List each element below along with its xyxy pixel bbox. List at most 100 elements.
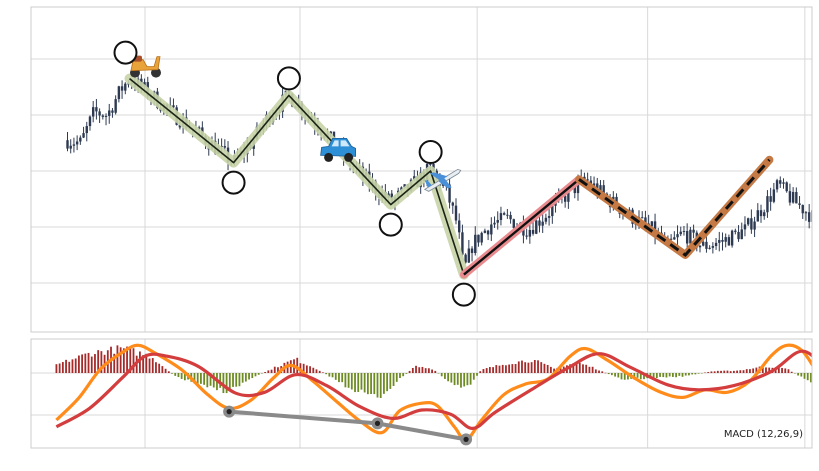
macd-hist-bar-negative	[254, 373, 257, 377]
macd-hist-bar-positive	[322, 372, 324, 373]
macd-hist-bar-negative	[652, 373, 655, 378]
macd-hist-bar-positive	[713, 371, 716, 373]
candle-body	[714, 242, 718, 247]
candle-body	[535, 220, 538, 234]
macd-hist-bar-positive	[524, 362, 527, 373]
macd-hist-bar-positive	[479, 371, 482, 373]
macd-hist-bar-positive	[296, 357, 299, 373]
candle-body	[775, 180, 779, 190]
candle-body	[403, 184, 406, 188]
macd-hist-bar-negative	[386, 373, 389, 392]
macd-hist-bar-negative	[678, 373, 681, 376]
macd-hist-bar-positive	[569, 364, 572, 373]
macd-hist-bar-positive	[485, 368, 488, 373]
macd-hist-bar-positive	[492, 367, 494, 373]
icon-markers	[130, 55, 462, 192]
candle-body	[804, 212, 808, 214]
macd-hist-bar-positive	[729, 371, 732, 373]
candle-body	[111, 110, 114, 113]
macd-hist-bar-positive	[309, 366, 311, 373]
macd-hist-bar-negative	[659, 373, 661, 377]
candle-body	[91, 107, 95, 117]
macd-hist-bar-negative	[360, 373, 363, 390]
macd-hist-bar-negative	[447, 373, 450, 382]
macd-hist-bar-positive	[78, 355, 80, 373]
macd-hist-bar-positive	[132, 348, 135, 373]
macd-hist-bar-negative	[379, 373, 382, 398]
macd-hist-bar-positive	[720, 370, 722, 373]
candle-body	[441, 184, 445, 186]
candle-body	[480, 232, 483, 243]
macd-hist-bar-negative	[251, 373, 254, 379]
macd-hist-bar-positive	[434, 370, 437, 373]
macd-hist-bar-negative	[668, 373, 671, 377]
macd-hist-bar-positive	[514, 364, 517, 373]
macd-hist-bar-negative	[325, 373, 328, 375]
candle-body	[705, 241, 708, 249]
macd-hist-bar-positive	[161, 366, 164, 373]
macd-hist-bar-negative	[440, 373, 443, 377]
candle-body	[641, 217, 644, 219]
macd-hist-bar-positive	[74, 358, 77, 373]
macd-hist-bar-negative	[614, 373, 616, 377]
candle-body	[117, 86, 121, 100]
candle-body	[583, 176, 586, 180]
macd-hist-bar-positive	[745, 369, 748, 373]
macd-hist-bar-positive	[81, 354, 84, 373]
candle-body	[75, 141, 79, 145]
macd-hist-bar-positive	[113, 353, 116, 373]
macd-hist-bar-negative	[627, 373, 629, 380]
candle-body	[650, 221, 654, 227]
macd-hist-bar-positive	[707, 372, 710, 373]
candle-body	[66, 140, 69, 149]
candle-body	[743, 224, 747, 230]
candle-body	[586, 179, 589, 181]
candle-body	[759, 210, 763, 217]
macd-hist-bar-positive	[148, 358, 151, 373]
macd-hist-bar-positive	[755, 367, 758, 373]
candle-body	[602, 185, 605, 194]
candle-body	[486, 230, 490, 235]
candle-body	[483, 230, 487, 233]
car-wheel	[324, 152, 334, 162]
candle-body	[538, 220, 541, 226]
macd-hist-bar-positive	[553, 368, 555, 373]
candle-body	[464, 254, 467, 263]
macd-hist-bar-negative	[389, 373, 392, 389]
macd-hist-bar-negative	[444, 373, 446, 379]
candle-body	[734, 230, 737, 232]
macd-hist-bar-negative	[363, 373, 366, 393]
macd-hist-bar-positive	[164, 368, 167, 373]
macd-hist-bar-negative	[370, 373, 372, 395]
macd-hist-bar-negative	[437, 373, 440, 374]
macd-hist-bar-negative	[183, 373, 186, 381]
macd-hist-bar-negative	[206, 373, 209, 388]
macd-hist-bar-positive	[151, 358, 154, 373]
candle-body	[108, 110, 111, 116]
macd-hist-bar-negative	[241, 373, 244, 383]
macd-hist-bar-positive	[116, 345, 119, 373]
candle-body	[82, 133, 85, 138]
macd-hist-bar-positive	[482, 369, 485, 373]
scooter-icon	[130, 55, 161, 78]
candle-body	[496, 219, 499, 223]
projection-corrective-line	[578, 158, 771, 258]
wave-label-circle	[113, 40, 138, 65]
macd-hist-bar-negative	[344, 373, 347, 388]
macd-hist-bar-positive	[765, 367, 767, 373]
macd-hist-bar-positive	[158, 363, 161, 373]
macd-hist-bar-positive	[505, 365, 507, 373]
macd-hist-bar-negative	[636, 373, 639, 378]
macd-hist-bar-positive	[530, 362, 533, 373]
macd-hist-bar-negative	[671, 373, 674, 377]
candle-body	[708, 247, 711, 249]
candle-body	[750, 218, 753, 230]
candle-body	[197, 127, 201, 130]
macd-hist-bar-negative	[450, 373, 453, 383]
wave-label-circle	[418, 140, 443, 164]
macd-hist-bar-positive	[761, 367, 764, 373]
candle-body	[756, 210, 760, 222]
candle-body	[567, 187, 570, 202]
macd-hist-bar-positive	[55, 364, 58, 373]
macd-hist-bar-positive	[726, 370, 729, 373]
